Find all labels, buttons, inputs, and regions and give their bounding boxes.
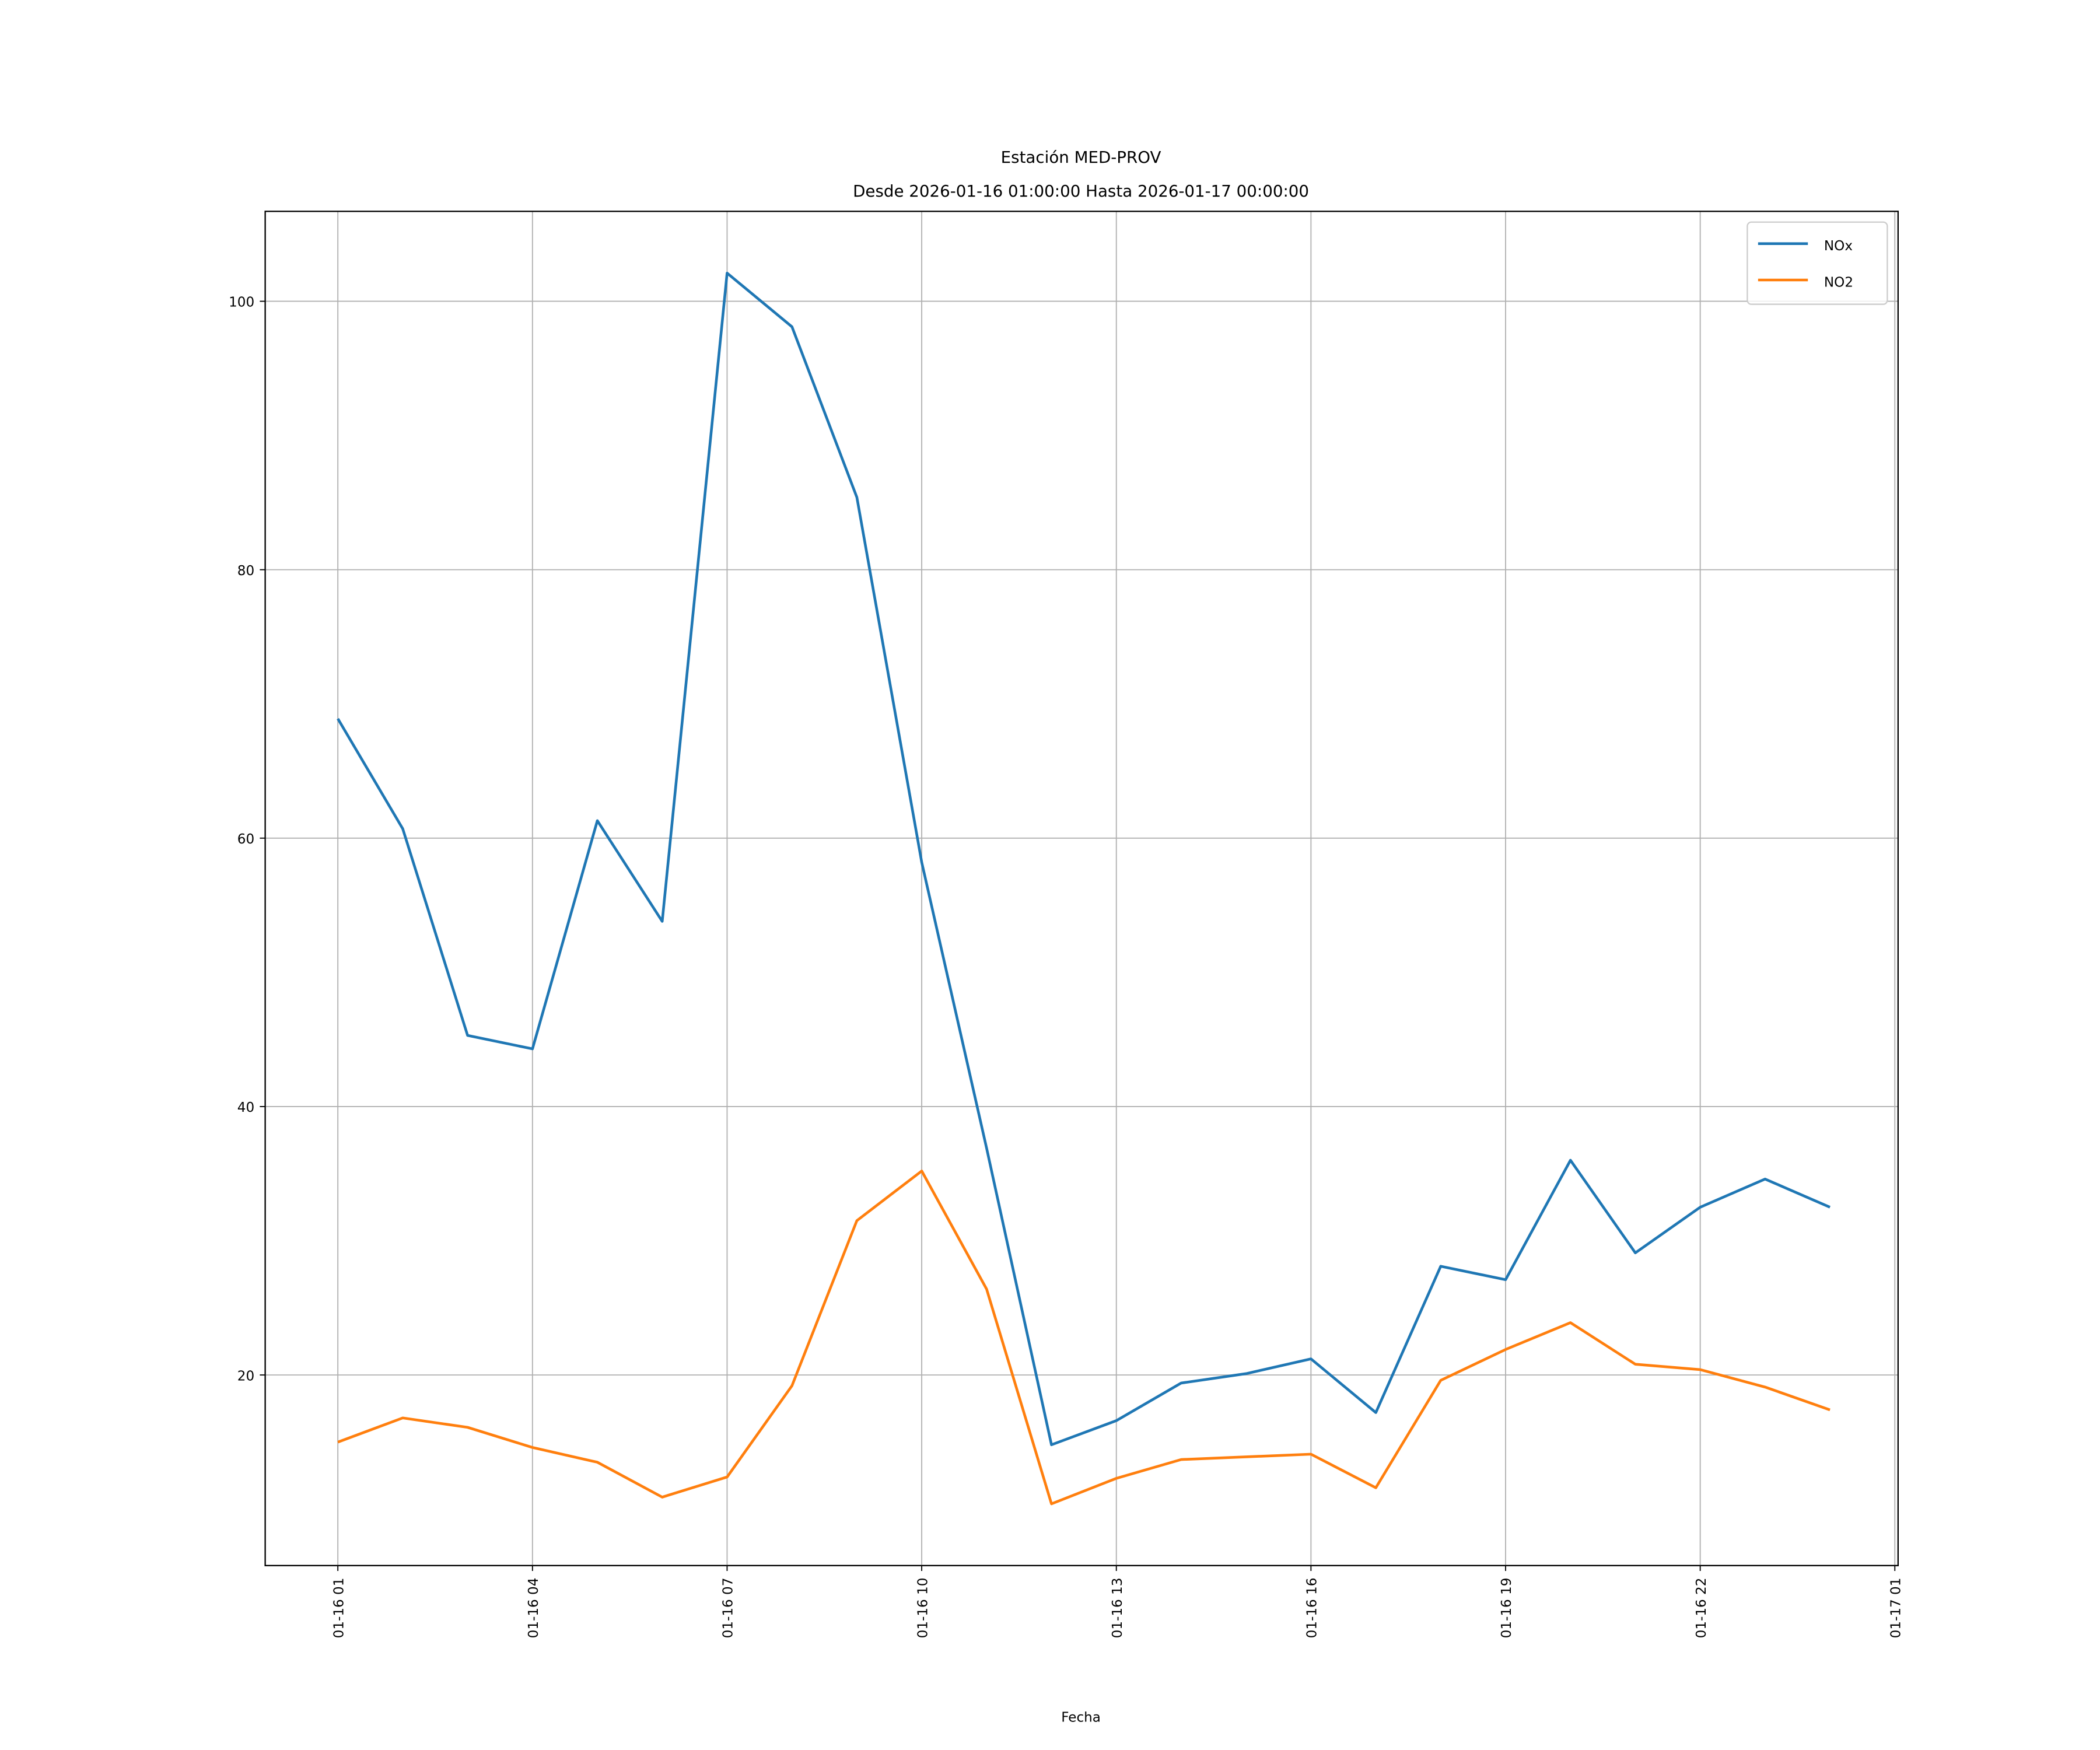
- series-line-nox: [337, 271, 1831, 1447]
- x-axis-label: Fecha: [1061, 1710, 1101, 1726]
- legend-label-nox: NOx: [1824, 239, 1853, 254]
- y-tick-label: 40: [237, 1100, 254, 1115]
- y-tick-label: 100: [229, 295, 254, 310]
- x-tick-label: 01-16 13: [1110, 1578, 1125, 1639]
- x-tick-label: 01-17 01: [1889, 1578, 1904, 1639]
- x-tick-label: 01-16 07: [721, 1578, 736, 1639]
- y-tick-label: 80: [237, 564, 254, 579]
- legend-box: [1746, 221, 1888, 305]
- chart-subtitle: Desde 2026-01-16 01:00:00 Hasta 2026-01-…: [853, 181, 1309, 201]
- y-tick-label: 20: [237, 1368, 254, 1384]
- x-tick-label: 01-16 19: [1499, 1578, 1514, 1639]
- x-tick-label: 01-16 10: [915, 1578, 930, 1639]
- chart-title: Estación MED-PROV: [1001, 148, 1161, 167]
- plot-frame: [264, 211, 1899, 1566]
- x-tick-label: 01-16 01: [331, 1578, 346, 1639]
- x-tick-label: 01-16 16: [1305, 1578, 1320, 1639]
- x-tick-label: 01-16 22: [1694, 1578, 1709, 1639]
- legend-label-no2: NO2: [1824, 275, 1853, 290]
- legend: NOx NO2: [1746, 221, 1888, 305]
- y-tick-label: 60: [237, 832, 254, 847]
- series-line-no2: [337, 1170, 1831, 1506]
- x-tick-label: 01-16 04: [526, 1578, 541, 1639]
